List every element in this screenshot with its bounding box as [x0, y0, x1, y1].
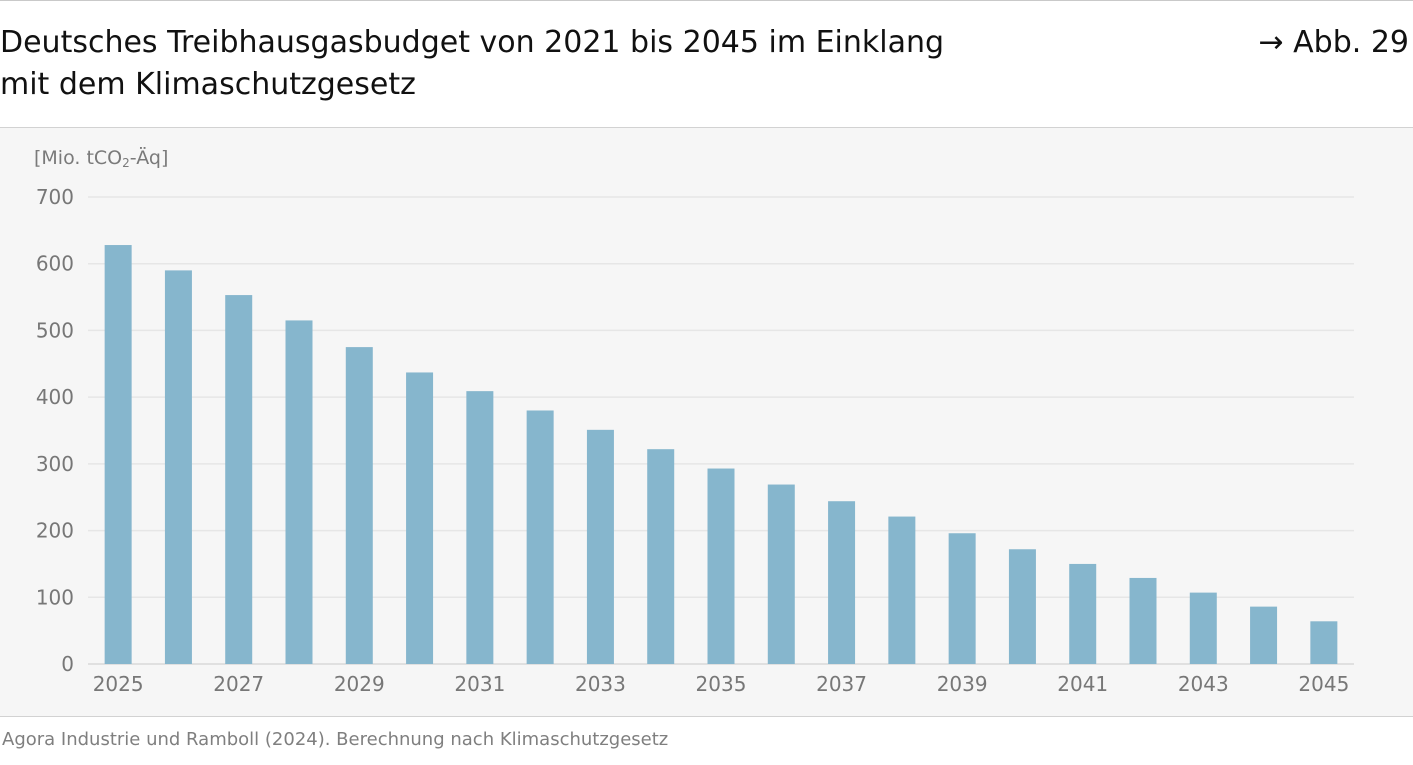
unit-subscript: 2 — [122, 156, 130, 170]
y-tick-label: 200 — [36, 519, 74, 543]
y-axis-unit-label: [Mio. tCO2-Äq] — [34, 147, 168, 170]
x-tick-label: 2041 — [1057, 672, 1108, 696]
x-tick-label: 2039 — [937, 672, 988, 696]
bar-2040 — [1008, 549, 1036, 664]
y-tick-label: 300 — [36, 452, 74, 476]
bar-2026 — [164, 270, 192, 664]
y-tick-label: 700 — [36, 185, 74, 209]
bar-2038 — [888, 516, 916, 664]
x-tick-label: 2033 — [575, 672, 626, 696]
x-tick-label: 2043 — [1178, 672, 1229, 696]
unit-suffix: -Äq] — [129, 147, 169, 169]
x-tick-label: 2025 — [93, 672, 144, 696]
x-tick-label: 2035 — [696, 672, 747, 696]
bar-2037 — [828, 501, 856, 664]
bar-2032 — [526, 410, 554, 664]
bar-2041 — [1069, 563, 1097, 664]
y-tick-label: 100 — [36, 585, 74, 609]
bar-2030 — [406, 372, 434, 664]
x-axis-ticks: 2025 2027 2029 2031 2033 2035 2037 2039 2041 2043… — [93, 672, 1350, 696]
bar-2025 — [104, 245, 132, 664]
bar-2035 — [707, 468, 735, 664]
x-tick-label: 2037 — [816, 672, 867, 696]
bar-2045 — [1310, 621, 1338, 664]
bars — [104, 245, 1338, 664]
y-tick-label: 400 — [36, 385, 74, 409]
y-tick-label: 500 — [36, 318, 74, 342]
x-tick-label: 2045 — [1298, 672, 1349, 696]
bar-2027 — [225, 295, 253, 664]
bar-2044 — [1250, 606, 1278, 664]
top-rule — [0, 0, 1413, 1]
bar-2034 — [647, 449, 675, 664]
y-axis-ticks: 0 100 200 300 400 500 600 700 — [36, 185, 74, 676]
y-tick-label: 600 — [36, 252, 74, 276]
unit-prefix: [Mio. tCO — [34, 147, 123, 169]
figure-reference-link[interactable]: → Abb. 29 — [1258, 25, 1409, 60]
x-tick-label: 2031 — [454, 672, 505, 696]
y-tick-label: 0 — [61, 652, 74, 676]
x-tick-label: 2027 — [213, 672, 264, 696]
title-line-1: Deutsches Treibhausgasbudget von 2021 bi… — [0, 25, 945, 60]
bar-2042 — [1129, 577, 1157, 664]
chart-title: Deutsches Treibhausgasbudget von 2021 bi… — [0, 22, 1000, 106]
x-tick-label: 2029 — [334, 672, 385, 696]
bar-2043 — [1189, 592, 1217, 664]
source-note: Agora Industrie und Ramboll (2024). Bere… — [2, 729, 669, 750]
bar-2029 — [345, 347, 373, 664]
bar-2033 — [586, 429, 614, 664]
bar-2036 — [767, 484, 795, 664]
title-line-2: mit dem Klimaschutzgesetz — [0, 67, 416, 102]
bar-2039 — [948, 533, 976, 664]
bar-2031 — [466, 391, 494, 664]
bar-2028 — [285, 320, 313, 664]
